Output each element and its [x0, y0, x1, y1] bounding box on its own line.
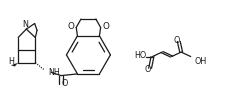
- Text: N: N: [22, 20, 28, 29]
- Text: OH: OH: [194, 57, 206, 66]
- Text: O: O: [103, 22, 110, 31]
- Text: NH: NH: [48, 68, 60, 77]
- Text: O: O: [62, 79, 68, 88]
- Text: O: O: [173, 36, 179, 45]
- Text: HO: HO: [134, 51, 146, 60]
- Polygon shape: [11, 63, 18, 67]
- Text: O: O: [145, 65, 151, 74]
- Text: O: O: [67, 22, 74, 31]
- Text: H: H: [9, 57, 14, 66]
